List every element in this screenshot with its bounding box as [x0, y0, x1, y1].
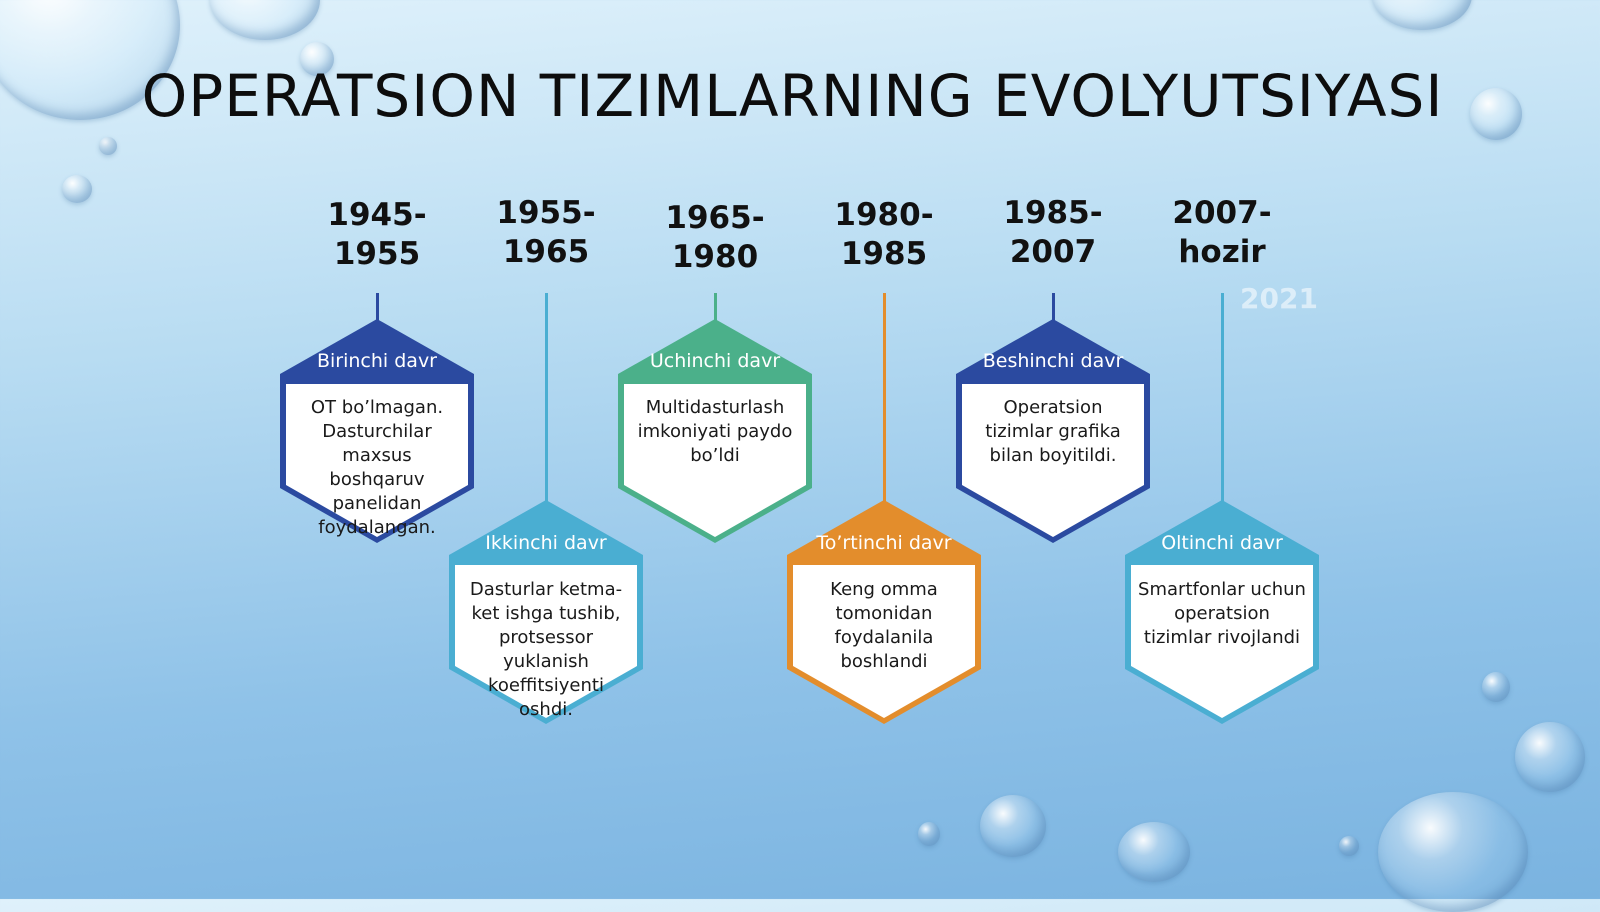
period-end: 1980: [671, 239, 759, 275]
era-label: Beshinchi davr: [982, 350, 1124, 372]
period-end: 1955: [333, 236, 421, 272]
period-start: 1985-: [1003, 195, 1103, 231]
water-drop: [1339, 836, 1359, 856]
era-period: 1965- 1980: [635, 199, 795, 277]
period-end: hozir: [1178, 234, 1266, 270]
era-label: Oltinchi davr: [1161, 532, 1283, 554]
water-drop: [1515, 722, 1585, 792]
timeline-stem: [1221, 293, 1224, 503]
era-description: Multidasturlash imkoniyati paydo bo’ldi: [637, 397, 793, 466]
era-period: 1945- 1955: [297, 196, 457, 274]
era-description: Operatsion tizimlar grafika bilan boyiti…: [985, 397, 1121, 466]
water-drop: [1378, 792, 1528, 912]
era-label: Uchinchi davr: [649, 350, 781, 372]
water-drop: [1470, 88, 1522, 140]
era-description: Smartfonlar uchun operatsion tizimlar ri…: [1138, 579, 1306, 648]
water-drop: [980, 795, 1046, 857]
era-label: Ikkinchi davr: [485, 532, 607, 554]
water-drop: [300, 42, 334, 76]
era-period: 1955- 1965: [466, 194, 626, 272]
period-end: 1965: [502, 234, 590, 270]
timeline-stem: [376, 293, 379, 323]
period-end: 1985: [840, 236, 928, 272]
water-drop: [62, 175, 92, 203]
period-start: 1945-: [327, 197, 427, 233]
era-description: Keng omma tomonidan foydalanila boshland…: [830, 579, 938, 672]
water-drop: [1118, 822, 1190, 882]
era-label: To’rtinchi davr: [816, 532, 952, 554]
era-period: 1985- 2007: [973, 194, 1133, 272]
timeline-stem: [883, 293, 886, 503]
era-period: 1980- 1985: [804, 196, 964, 274]
period-start: 2007-: [1172, 195, 1272, 231]
era-description: OT bo’lmagan. Dasturchilar maxsus boshqa…: [310, 397, 444, 538]
period-start: 1955-: [496, 195, 596, 231]
era-description: Dasturlar ketma-ket ishga tushib, protse…: [469, 579, 623, 720]
faint-year-label: 2021: [1240, 282, 1318, 315]
era-period: 2007- hozir: [1142, 194, 1302, 272]
timeline-stem: [1052, 293, 1055, 323]
period-start: 1980-: [834, 197, 934, 233]
water-drop: [99, 137, 117, 155]
timeline-stem: [545, 293, 548, 503]
water-drop: [918, 822, 940, 846]
timeline-stem: [714, 293, 717, 323]
era-label: Birinchi davr: [316, 350, 437, 372]
period-start: 1965-: [665, 200, 765, 236]
water-drop: [1482, 672, 1510, 702]
slide-title: OPERATSION TIZIMLARNING EVOLYUTSIYASI: [141, 62, 1444, 130]
period-end: 2007: [1009, 234, 1097, 270]
